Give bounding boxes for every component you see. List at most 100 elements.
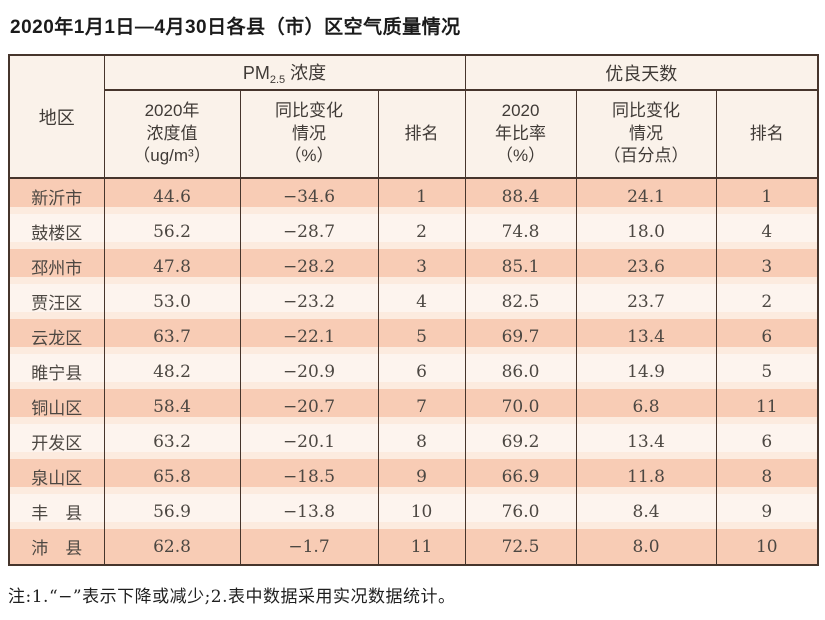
table-row: 铜山区 58.4 −20.7 7 70.0 6.8 11 <box>9 389 819 424</box>
pm-rank-cell: 5 <box>378 319 466 354</box>
good-ratio-cell: 85.1 <box>465 249 577 284</box>
pm-change-cell: −20.9 <box>240 354 379 389</box>
region-cell: 铜山区 <box>9 389 105 424</box>
col-group-pm25: PM2.5 浓度 <box>104 55 466 91</box>
header-group-row: 地区 PM2.5 浓度 优良天数 <box>9 55 819 178</box>
table-row: 沛 县 62.8 −1.7 11 72.5 8.0 10 <box>9 529 819 565</box>
pm-value-cell: 56.2 <box>104 214 241 249</box>
pm-change-cell: −23.2 <box>240 284 379 319</box>
table-row: 睢宁县 48.2 −20.9 6 86.0 14.9 5 <box>9 354 819 389</box>
pm-rank-cell: 4 <box>378 284 466 319</box>
good-change-cell: 8.0 <box>576 529 717 565</box>
pm25-label-main: PM <box>242 63 270 83</box>
pm-rank-cell: 6 <box>378 354 466 389</box>
col-header-pm-change: 同比变化 情况 （%） <box>240 90 379 178</box>
region-cell: 邳州市 <box>9 249 105 284</box>
good-rank-cell: 3 <box>716 249 819 284</box>
good-ratio-cell: 88.4 <box>465 178 577 214</box>
pm-value-cell: 62.8 <box>104 529 241 565</box>
pm-change-cell: −13.8 <box>240 494 379 529</box>
table-row: 丰 县 56.9 −13.8 10 76.0 8.4 9 <box>9 494 819 529</box>
good-change-cell: 18.0 <box>576 214 717 249</box>
pm-value-cell: 63.7 <box>104 319 241 354</box>
col-header-good-rank: 排名 <box>716 90 819 178</box>
good-rank-cell: 9 <box>716 494 819 529</box>
good-rank-cell: 11 <box>716 389 819 424</box>
good-rank-cell: 10 <box>716 529 819 565</box>
good-change-cell: 13.4 <box>576 424 717 459</box>
region-cell: 贾汪区 <box>9 284 105 319</box>
pm-change-cell: −22.1 <box>240 319 379 354</box>
good-ratio-cell: 72.5 <box>465 529 577 565</box>
pm-value-cell: 63.2 <box>104 424 241 459</box>
pm-change-cell: −18.5 <box>240 459 379 494</box>
good-change-cell: 11.8 <box>576 459 717 494</box>
good-change-cell: 8.4 <box>576 494 717 529</box>
good-ratio-cell: 66.9 <box>465 459 577 494</box>
footnote: 注:1.“−”表示下降或减少;2.表中数据采用实况数据统计。 <box>8 587 456 607</box>
col-header-good-ratio: 2020 年比率 （%） <box>465 90 577 178</box>
col-header-good-change: 同比变化 情况 （百分点） <box>576 90 717 178</box>
good-ratio-cell: 69.2 <box>465 424 577 459</box>
pm25-label-subscript: 2.5 <box>269 74 286 86</box>
pm-rank-cell: 3 <box>378 249 466 284</box>
good-rank-cell: 8 <box>716 459 819 494</box>
table-row: 云龙区 63.7 −22.1 5 69.7 13.4 6 <box>9 319 819 354</box>
region-cell: 云龙区 <box>9 319 105 354</box>
table-row: 开发区 63.2 −20.1 8 69.2 13.4 6 <box>9 424 819 459</box>
region-cell: 丰 县 <box>9 494 105 529</box>
region-cell: 开发区 <box>9 424 105 459</box>
pm-rank-cell: 7 <box>378 389 466 424</box>
pm-change-cell: −1.7 <box>240 529 379 565</box>
good-ratio-cell: 70.0 <box>465 389 577 424</box>
good-change-cell: 23.7 <box>576 284 717 319</box>
col-header-pm-rank: 排名 <box>378 90 466 178</box>
good-ratio-cell: 86.0 <box>465 354 577 389</box>
good-rank-cell: 1 <box>716 178 819 214</box>
good-ratio-cell: 76.0 <box>465 494 577 529</box>
pm-value-cell: 53.0 <box>104 284 241 319</box>
pm-value-cell: 47.8 <box>104 249 241 284</box>
header-sub-row: 2020年 浓度值 （ug/m³） 同比变化 情况 （%） 排名 2020 年比… <box>9 90 819 178</box>
pm-value-cell: 48.2 <box>104 354 241 389</box>
pm-change-cell: −20.7 <box>240 389 379 424</box>
region-cell: 新沂市 <box>9 178 105 214</box>
good-change-cell: 13.4 <box>576 319 717 354</box>
region-cell: 沛 县 <box>9 529 105 565</box>
table-row: 新沂市 44.6 −34.6 1 88.4 24.1 1 <box>9 178 819 214</box>
pm25-label-rest: 浓度 <box>285 63 327 83</box>
table-row: 泉山区 65.8 −18.5 9 66.9 11.8 8 <box>9 459 819 494</box>
good-change-cell: 6.8 <box>576 389 717 424</box>
pm-change-cell: −28.7 <box>240 214 379 249</box>
pm-rank-cell: 1 <box>378 178 466 214</box>
good-rank-cell: 4 <box>716 214 819 249</box>
good-change-cell: 14.9 <box>576 354 717 389</box>
pm-rank-cell: 10 <box>378 494 466 529</box>
pm-value-cell: 58.4 <box>104 389 241 424</box>
pm-change-cell: −20.1 <box>240 424 379 459</box>
pm-value-cell: 56.9 <box>104 494 241 529</box>
good-rank-cell: 6 <box>716 424 819 459</box>
pm-rank-cell: 8 <box>378 424 466 459</box>
good-change-cell: 23.6 <box>576 249 717 284</box>
pm-rank-cell: 9 <box>378 459 466 494</box>
pm-rank-cell: 2 <box>378 214 466 249</box>
good-ratio-cell: 82.5 <box>465 284 577 319</box>
pm-value-cell: 44.6 <box>104 178 241 214</box>
col-header-region: 地区 <box>9 55 105 178</box>
good-rank-cell: 6 <box>716 319 819 354</box>
region-cell: 泉山区 <box>9 459 105 494</box>
pm-value-cell: 65.8 <box>104 459 241 494</box>
good-change-cell: 24.1 <box>576 178 717 214</box>
table-row: 鼓楼区 56.2 −28.7 2 74.8 18.0 4 <box>9 214 819 249</box>
pm-change-cell: −28.2 <box>240 249 379 284</box>
col-header-pm-value: 2020年 浓度值 （ug/m³） <box>104 90 241 178</box>
region-cell: 鼓楼区 <box>9 214 105 249</box>
air-quality-table: 地区 PM2.5 浓度 优良天数 2020年 浓度值 （ug/m³） 同比变化 … <box>8 54 820 566</box>
pm-rank-cell: 11 <box>378 529 466 565</box>
page-title: 2020年1月1日—4月30日各县（市）区空气质量情况 <box>10 17 461 38</box>
table-row: 贾汪区 53.0 −23.2 4 82.5 23.7 2 <box>9 284 819 319</box>
good-ratio-cell: 69.7 <box>465 319 577 354</box>
region-cell: 睢宁县 <box>9 354 105 389</box>
